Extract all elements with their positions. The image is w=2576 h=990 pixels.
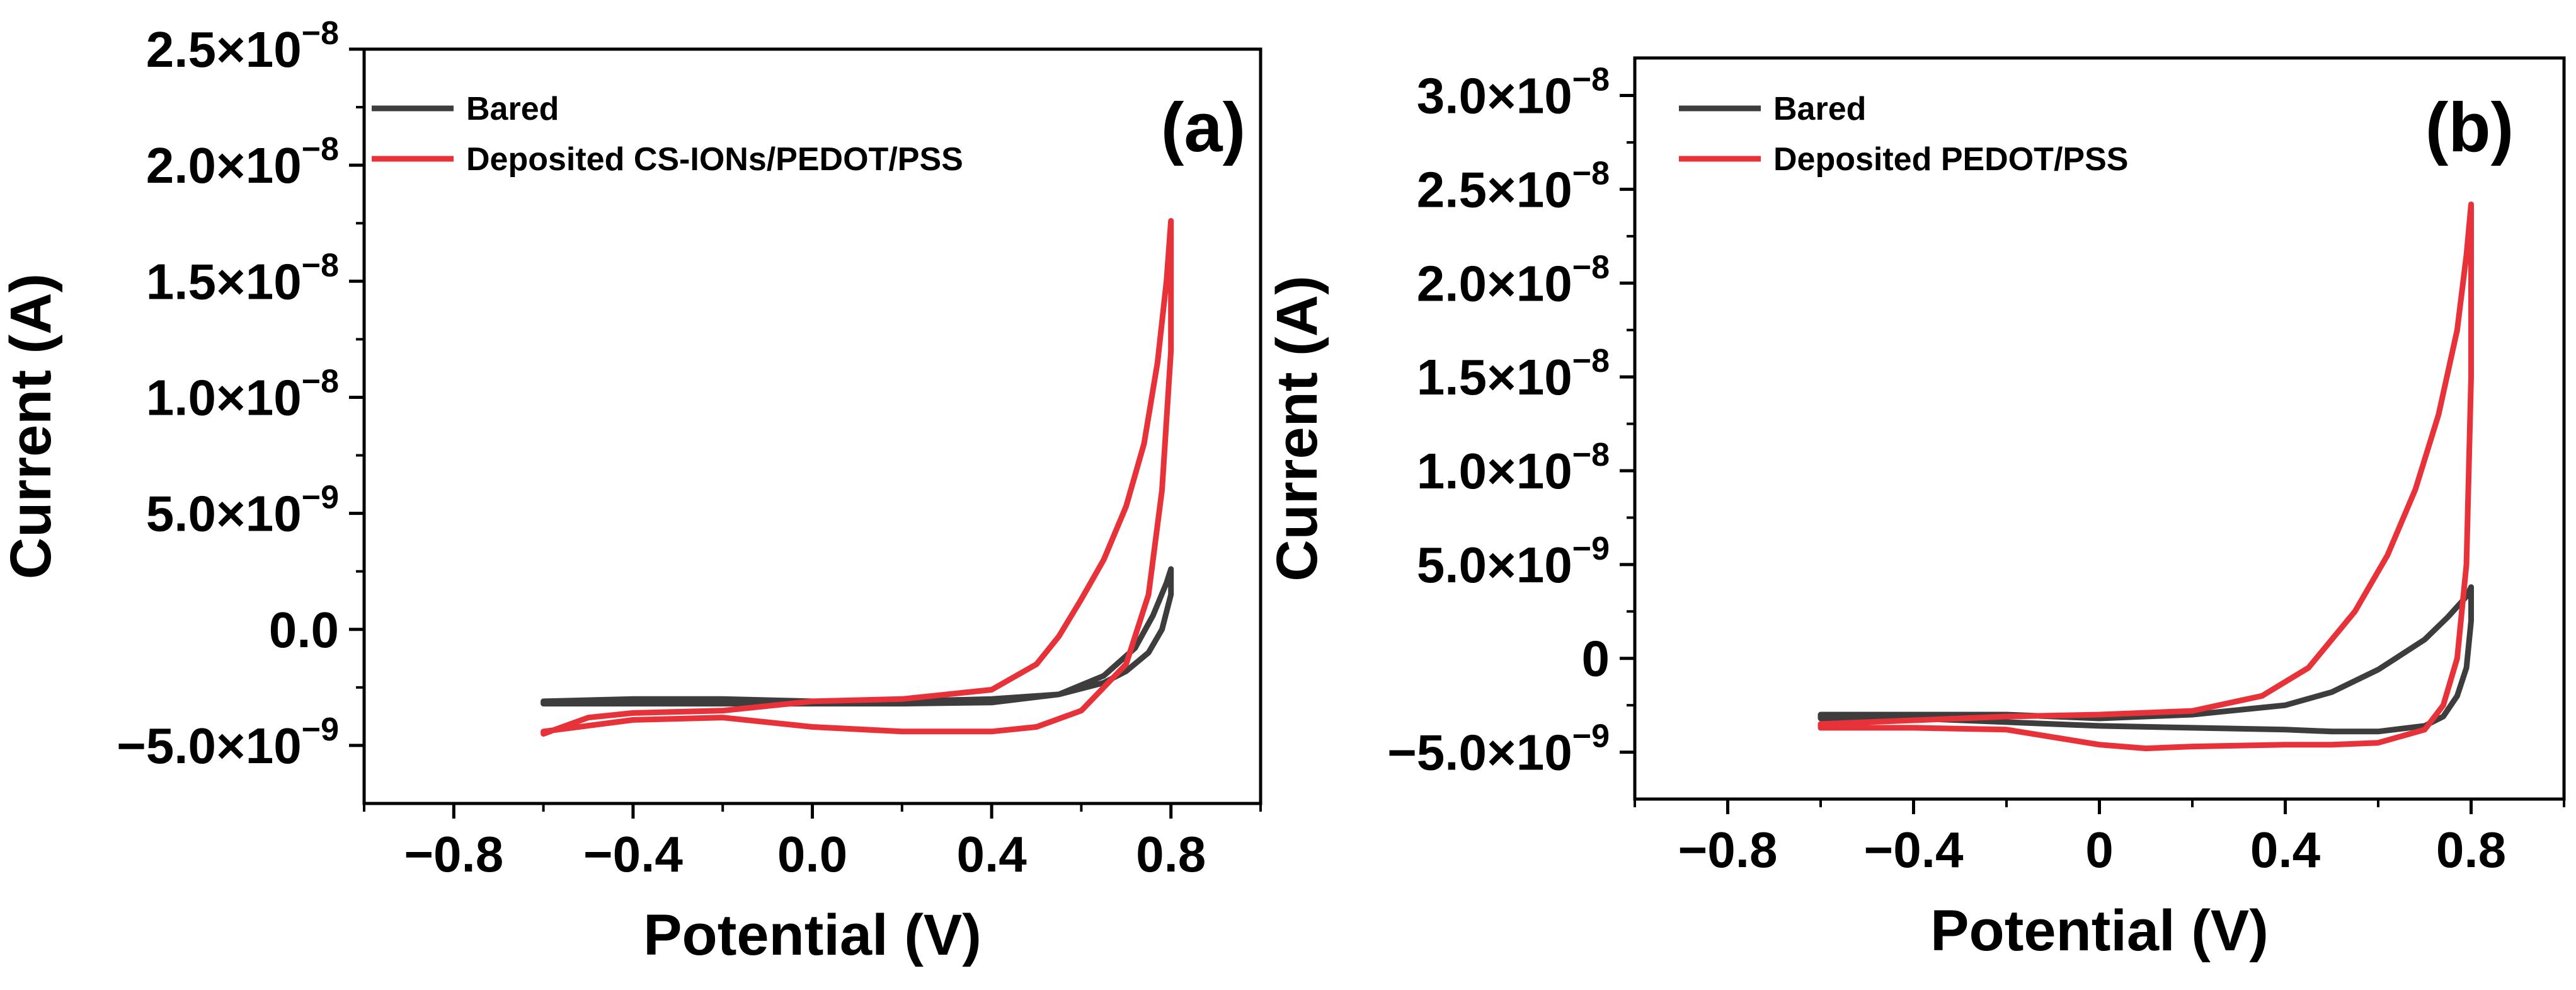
- series-line-deposited: [541, 218, 1174, 737]
- x-axis-label: Potential (V): [643, 903, 982, 967]
- legend-label: Bared: [466, 91, 559, 127]
- panel-label: (b): [2425, 89, 2514, 166]
- x-tick-label: −0.4: [583, 826, 683, 882]
- x-tick-label: 0.4: [956, 826, 1027, 882]
- y-tick-label: 1.5×10−8: [146, 247, 339, 309]
- x-tick-label: −0.8: [404, 826, 503, 882]
- y-tick-label: 2.0×10−8: [1417, 249, 1610, 311]
- legend-label: Deposited PEDOT/PSS: [1773, 141, 2128, 178]
- x-tick-label: 0: [2085, 822, 2114, 878]
- x-tick-label: −0.4: [1864, 822, 1964, 878]
- x-tick-label: 0.8: [1136, 826, 1206, 882]
- y-axis-label: Current (A): [0, 273, 63, 580]
- series-line-bared: [541, 566, 1174, 707]
- legend-label: Deposited CS-IONs/PEDOT/PSS: [466, 141, 963, 178]
- series-line-deposited: [1818, 201, 2474, 752]
- y-tick-label: 2.0×10−8: [146, 131, 339, 193]
- y-tick-label: 1.0×10−8: [146, 363, 339, 425]
- x-tick-label: −0.8: [1678, 822, 1778, 878]
- chart-panel-a: −0.8 −0.4 0.0 0.4 0.8 −5.0×10−9 0.0 5.0×10−9 1.0…: [0, 15, 1262, 967]
- x-tick-label: 0.8: [2436, 822, 2506, 878]
- x-axis-label: Potential (V): [1930, 899, 2269, 963]
- y-tick-label: 1.0×10−8: [1417, 437, 1610, 499]
- y-tick-label: −5.0×10−9: [1387, 718, 1610, 781]
- y-tick-label: 0.0: [269, 602, 339, 658]
- series-line-bared: [1818, 584, 2474, 735]
- y-tick-label: 2.5×10−8: [146, 15, 339, 78]
- y-tick-label: 5.0×10−9: [1417, 531, 1610, 593]
- legend-label: Bared: [1773, 91, 1866, 127]
- y-tick-label: 1.5×10−8: [1417, 343, 1610, 405]
- y-tick-label: 2.5×10−8: [1417, 155, 1610, 217]
- y-axis-label: Current (A): [1265, 275, 1329, 582]
- y-tick-label: 0: [1582, 631, 1610, 687]
- x-tick-label: 0.4: [2250, 822, 2321, 878]
- y-tick-label: 3.0×10−8: [1417, 62, 1610, 124]
- x-tick-label: 0.0: [777, 826, 847, 882]
- y-tick-label: −5.0×10−9: [117, 711, 339, 774]
- y-tick-label: 5.0×10−9: [146, 480, 339, 542]
- chart-panel-b: −0.8 −0.4 0 0.4 0.8 −5.0×10−9 0 5.0×10−9 1.0×10−…: [1265, 56, 2566, 963]
- panel-label: (a): [1161, 89, 1245, 166]
